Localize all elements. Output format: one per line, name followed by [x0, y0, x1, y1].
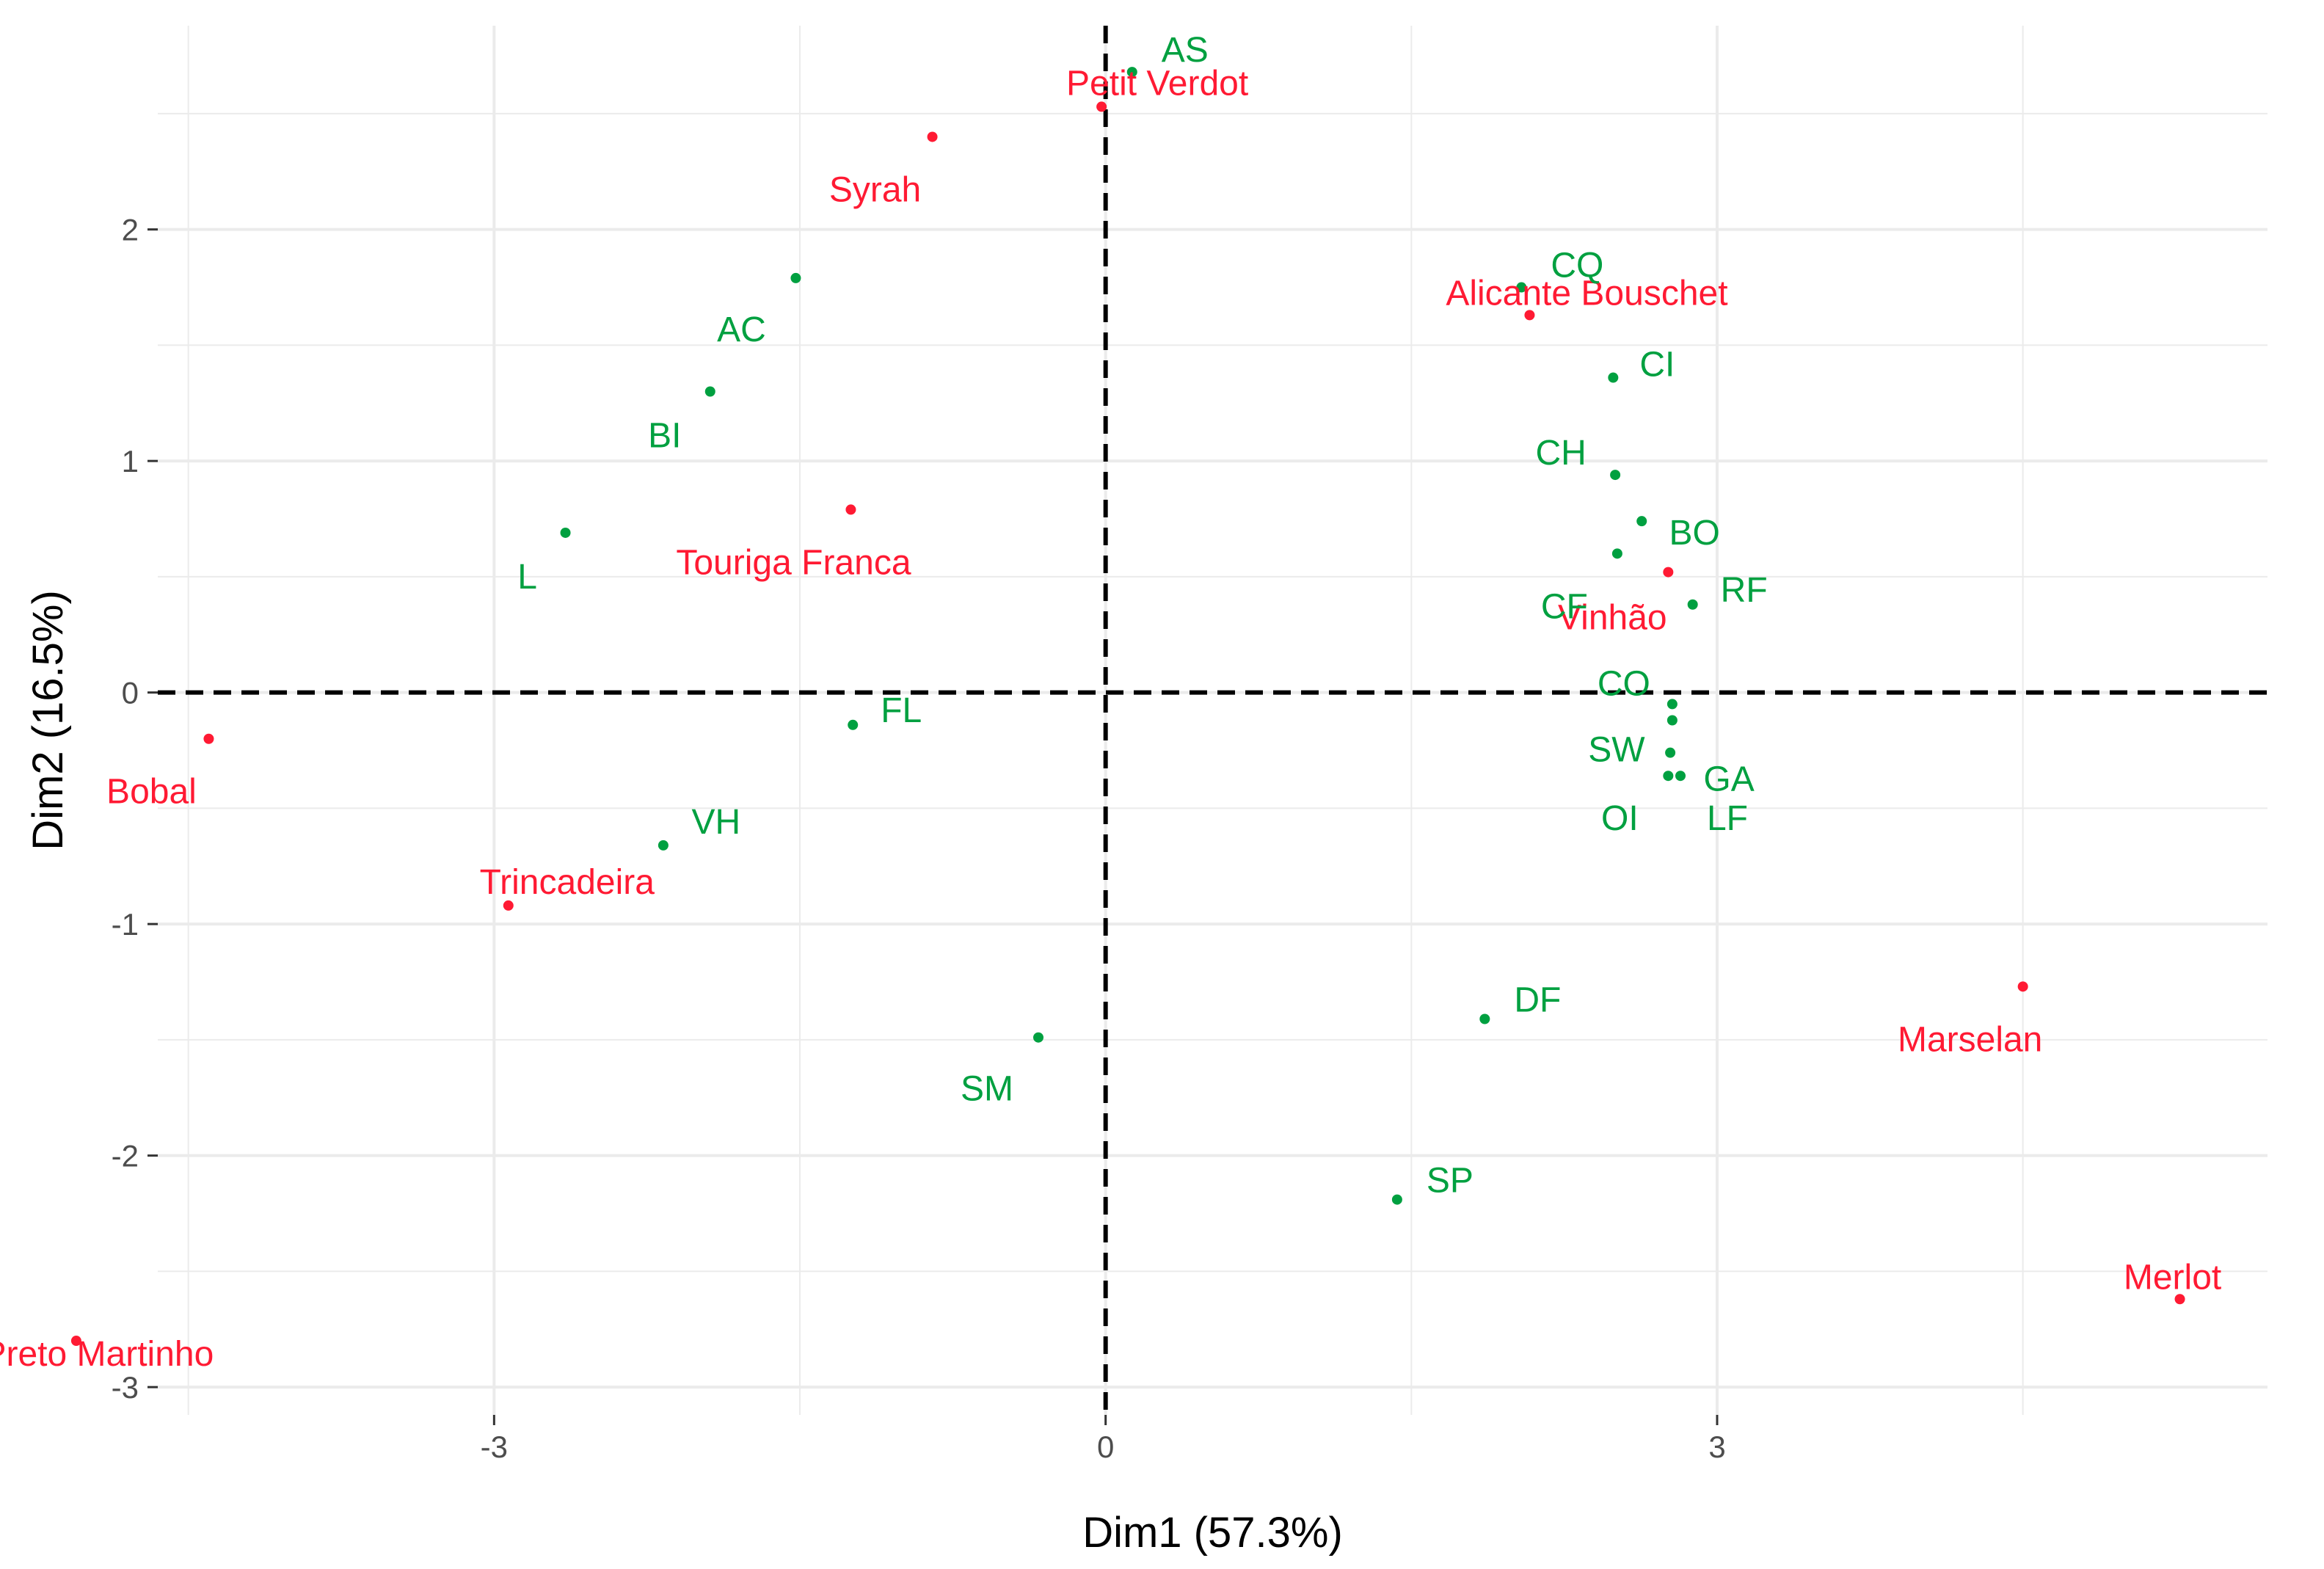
tick-labels: -3 0 3 -3 -2 -1 0 1 2 [112, 213, 1726, 1464]
attribute-label: GA [1703, 760, 1754, 799]
major-gridlines [158, 26, 2267, 1415]
attribute-point [1666, 699, 1678, 710]
attribute-label: DF [1514, 980, 1561, 1019]
attribute-point [1611, 548, 1622, 559]
attribute-point [1665, 747, 1676, 758]
attribute-point [1608, 372, 1619, 383]
attribute-point [560, 527, 571, 538]
attribute-label: BI [648, 416, 681, 455]
y-tick-label: 0 [122, 676, 139, 710]
x-axis-title: Dim1 (57.3%) [1082, 1509, 1343, 1557]
y-tick-label: -1 [112, 907, 139, 942]
x-tick-label: 0 [1097, 1430, 1114, 1464]
attribute-label: CQ [1551, 247, 1603, 285]
grape-label: Preto Martinho [0, 1335, 214, 1374]
grape-point [70, 1336, 81, 1347]
attribute-label: BO [1669, 514, 1720, 553]
attribute-point [1675, 771, 1686, 782]
grape-point [845, 504, 856, 515]
attribute-label: AC [717, 310, 766, 349]
y-tick-label: -2 [112, 1139, 139, 1173]
data-points [70, 67, 2185, 1347]
grape-point [2174, 1294, 2185, 1305]
attribute-label: CF [1541, 587, 1588, 626]
attribute-label: RF [1721, 571, 1768, 610]
attribute-label: OI [1601, 799, 1639, 838]
grape-point [1663, 567, 1674, 578]
grape-label: Merlot [2124, 1258, 2221, 1297]
y-axis-title: Dim2 (16.5%) [24, 590, 72, 851]
attribute-label: LF [1707, 799, 1748, 838]
grape-point [2017, 981, 2028, 992]
attribute-point [1610, 470, 1621, 481]
grape-label: Alicante Bouschet [1446, 274, 1727, 313]
attribute-point [1516, 282, 1527, 293]
attribute-point [848, 719, 859, 730]
attribute-label: SW [1588, 731, 1645, 770]
grape-label: Syrah [829, 170, 921, 209]
attribute-label: CO [1598, 664, 1650, 703]
attribute-label: FL [881, 691, 922, 730]
attribute-label: SM [961, 1070, 1013, 1109]
x-tick-label: -3 [481, 1430, 508, 1464]
attribute-label: SP [1427, 1162, 1474, 1201]
attribute-label: AS [1162, 31, 1209, 70]
grape-label: Bobal [106, 773, 197, 812]
minor-gridlines [158, 26, 2267, 1415]
attribute-point [1126, 67, 1137, 78]
grape-point [503, 900, 514, 911]
attribute-label: CH [1535, 434, 1586, 473]
grape-label: Touriga Franca [676, 543, 911, 582]
attribute-point [704, 386, 715, 397]
attribute-point [1391, 1194, 1402, 1205]
grape-point [927, 131, 938, 142]
grape-label: Marselan [1898, 1020, 2042, 1059]
axis-ticks [147, 228, 1719, 1425]
reference-lines [158, 26, 2267, 1415]
y-tick-label: -3 [112, 1370, 139, 1405]
attribute-point [1663, 771, 1674, 782]
attribute-label: CI [1639, 346, 1675, 385]
attribute-label: L [517, 558, 537, 597]
attribute-point [1666, 715, 1678, 726]
attribute-label: VH [692, 803, 741, 842]
attribute-point [658, 840, 669, 851]
attribute-point [1033, 1032, 1043, 1043]
attribute-point [1479, 1013, 1490, 1024]
point-labels: Petit Verdot Syrah Alicante Bouschet Tourig… [0, 31, 2221, 1374]
grape-label: Vinhão [1558, 599, 1667, 638]
grape-label: Trincadeira [480, 863, 655, 902]
x-tick-label: 3 [1708, 1430, 1725, 1464]
attribute-point [1636, 516, 1647, 527]
grape-label: Petit Verdot [1066, 64, 1248, 103]
y-tick-label: 2 [122, 213, 139, 247]
grape-point [1096, 101, 1107, 112]
y-tick-label: 1 [122, 444, 139, 478]
grape-point [203, 733, 214, 744]
grape-point [1524, 310, 1535, 321]
attribute-point [790, 272, 801, 283]
attribute-point [1687, 599, 1698, 610]
